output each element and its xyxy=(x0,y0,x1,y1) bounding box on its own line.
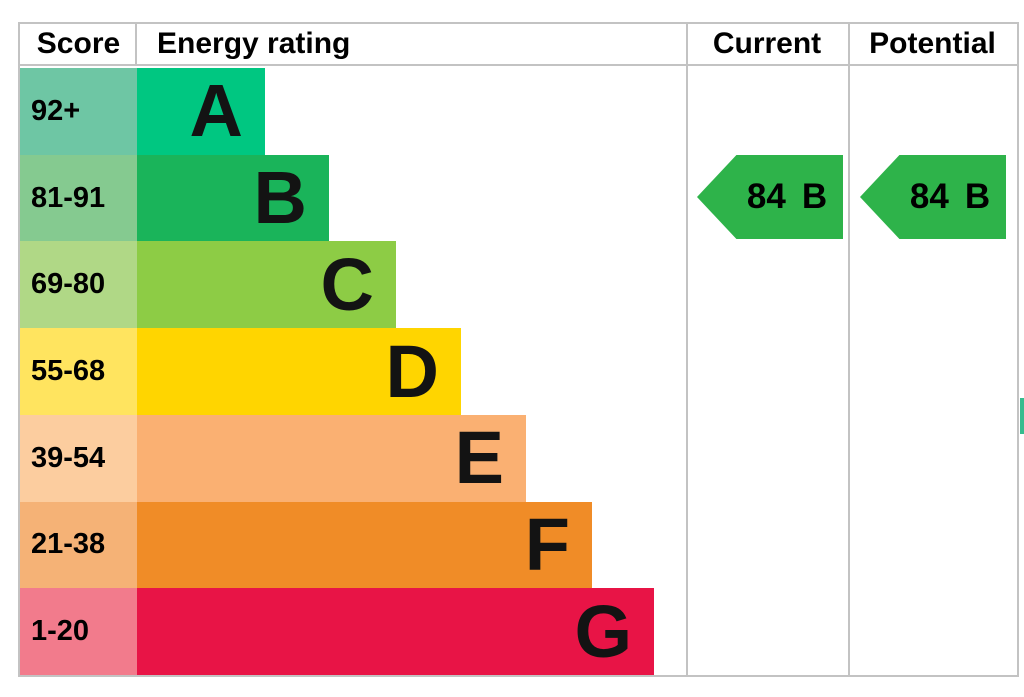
potential-column-divider xyxy=(848,24,850,675)
potential-column-header: Potential xyxy=(869,27,996,60)
potential-rating-letter: B xyxy=(964,177,991,216)
band-row-f: 21-38 F xyxy=(20,501,1017,589)
band-letter-d: D xyxy=(385,329,439,413)
table-header: Score Energy rating Current Potential xyxy=(20,24,1017,66)
band-row-d: 55-68 D xyxy=(20,328,1017,415)
score-range-c: 69-80 xyxy=(20,241,137,329)
band-bar-b: B xyxy=(137,154,329,242)
band-bar-a: A xyxy=(137,68,265,155)
potential-rating-value: 84 xyxy=(909,177,949,216)
band-letter-c: C xyxy=(320,242,374,326)
band-row-g: 1-20 G xyxy=(20,588,1017,676)
band-letter-f: F xyxy=(524,502,570,586)
epc-rating-table: Score Energy rating Current Potential 92… xyxy=(18,22,1019,677)
band-bar-f: F xyxy=(137,501,592,589)
band-letter-b: B xyxy=(253,156,307,240)
band-letter-g: G xyxy=(574,589,632,673)
band-bar-d: D xyxy=(137,328,461,415)
energy-rating-column-header: Energy rating xyxy=(157,27,351,60)
band-letter-a: A xyxy=(189,69,243,153)
band-row-a: 92+ A xyxy=(20,68,1017,155)
band-letter-e: E xyxy=(454,416,504,500)
band-row-c: 69-80 C xyxy=(20,241,1017,329)
score-range-e: 39-54 xyxy=(20,414,137,502)
score-header-divider xyxy=(135,24,137,66)
right-edge-artifact xyxy=(1020,398,1024,434)
current-column-header: Current xyxy=(712,27,822,60)
score-range-f: 21-38 xyxy=(20,501,137,589)
score-range-d: 55-68 xyxy=(20,328,137,415)
band-bar-c: C xyxy=(137,241,396,329)
current-column-divider xyxy=(686,24,688,675)
score-range-b: 81-91 xyxy=(20,154,137,242)
score-column-header: Score xyxy=(36,27,121,60)
score-range-g: 1-20 xyxy=(20,588,137,676)
band-bar-e: E xyxy=(137,414,526,502)
band-bar-g: G xyxy=(137,588,654,676)
current-rating-letter: B xyxy=(801,177,828,216)
rating-bands-area: 92+ A 81-91 B 69-80 C 55-68 D 39-54 E 21… xyxy=(20,68,1017,676)
band-row-b: 81-91 B xyxy=(20,154,1017,242)
current-rating-value: 84 xyxy=(746,177,786,216)
band-row-e: 39-54 E xyxy=(20,414,1017,502)
score-range-a: 92+ xyxy=(20,68,137,155)
